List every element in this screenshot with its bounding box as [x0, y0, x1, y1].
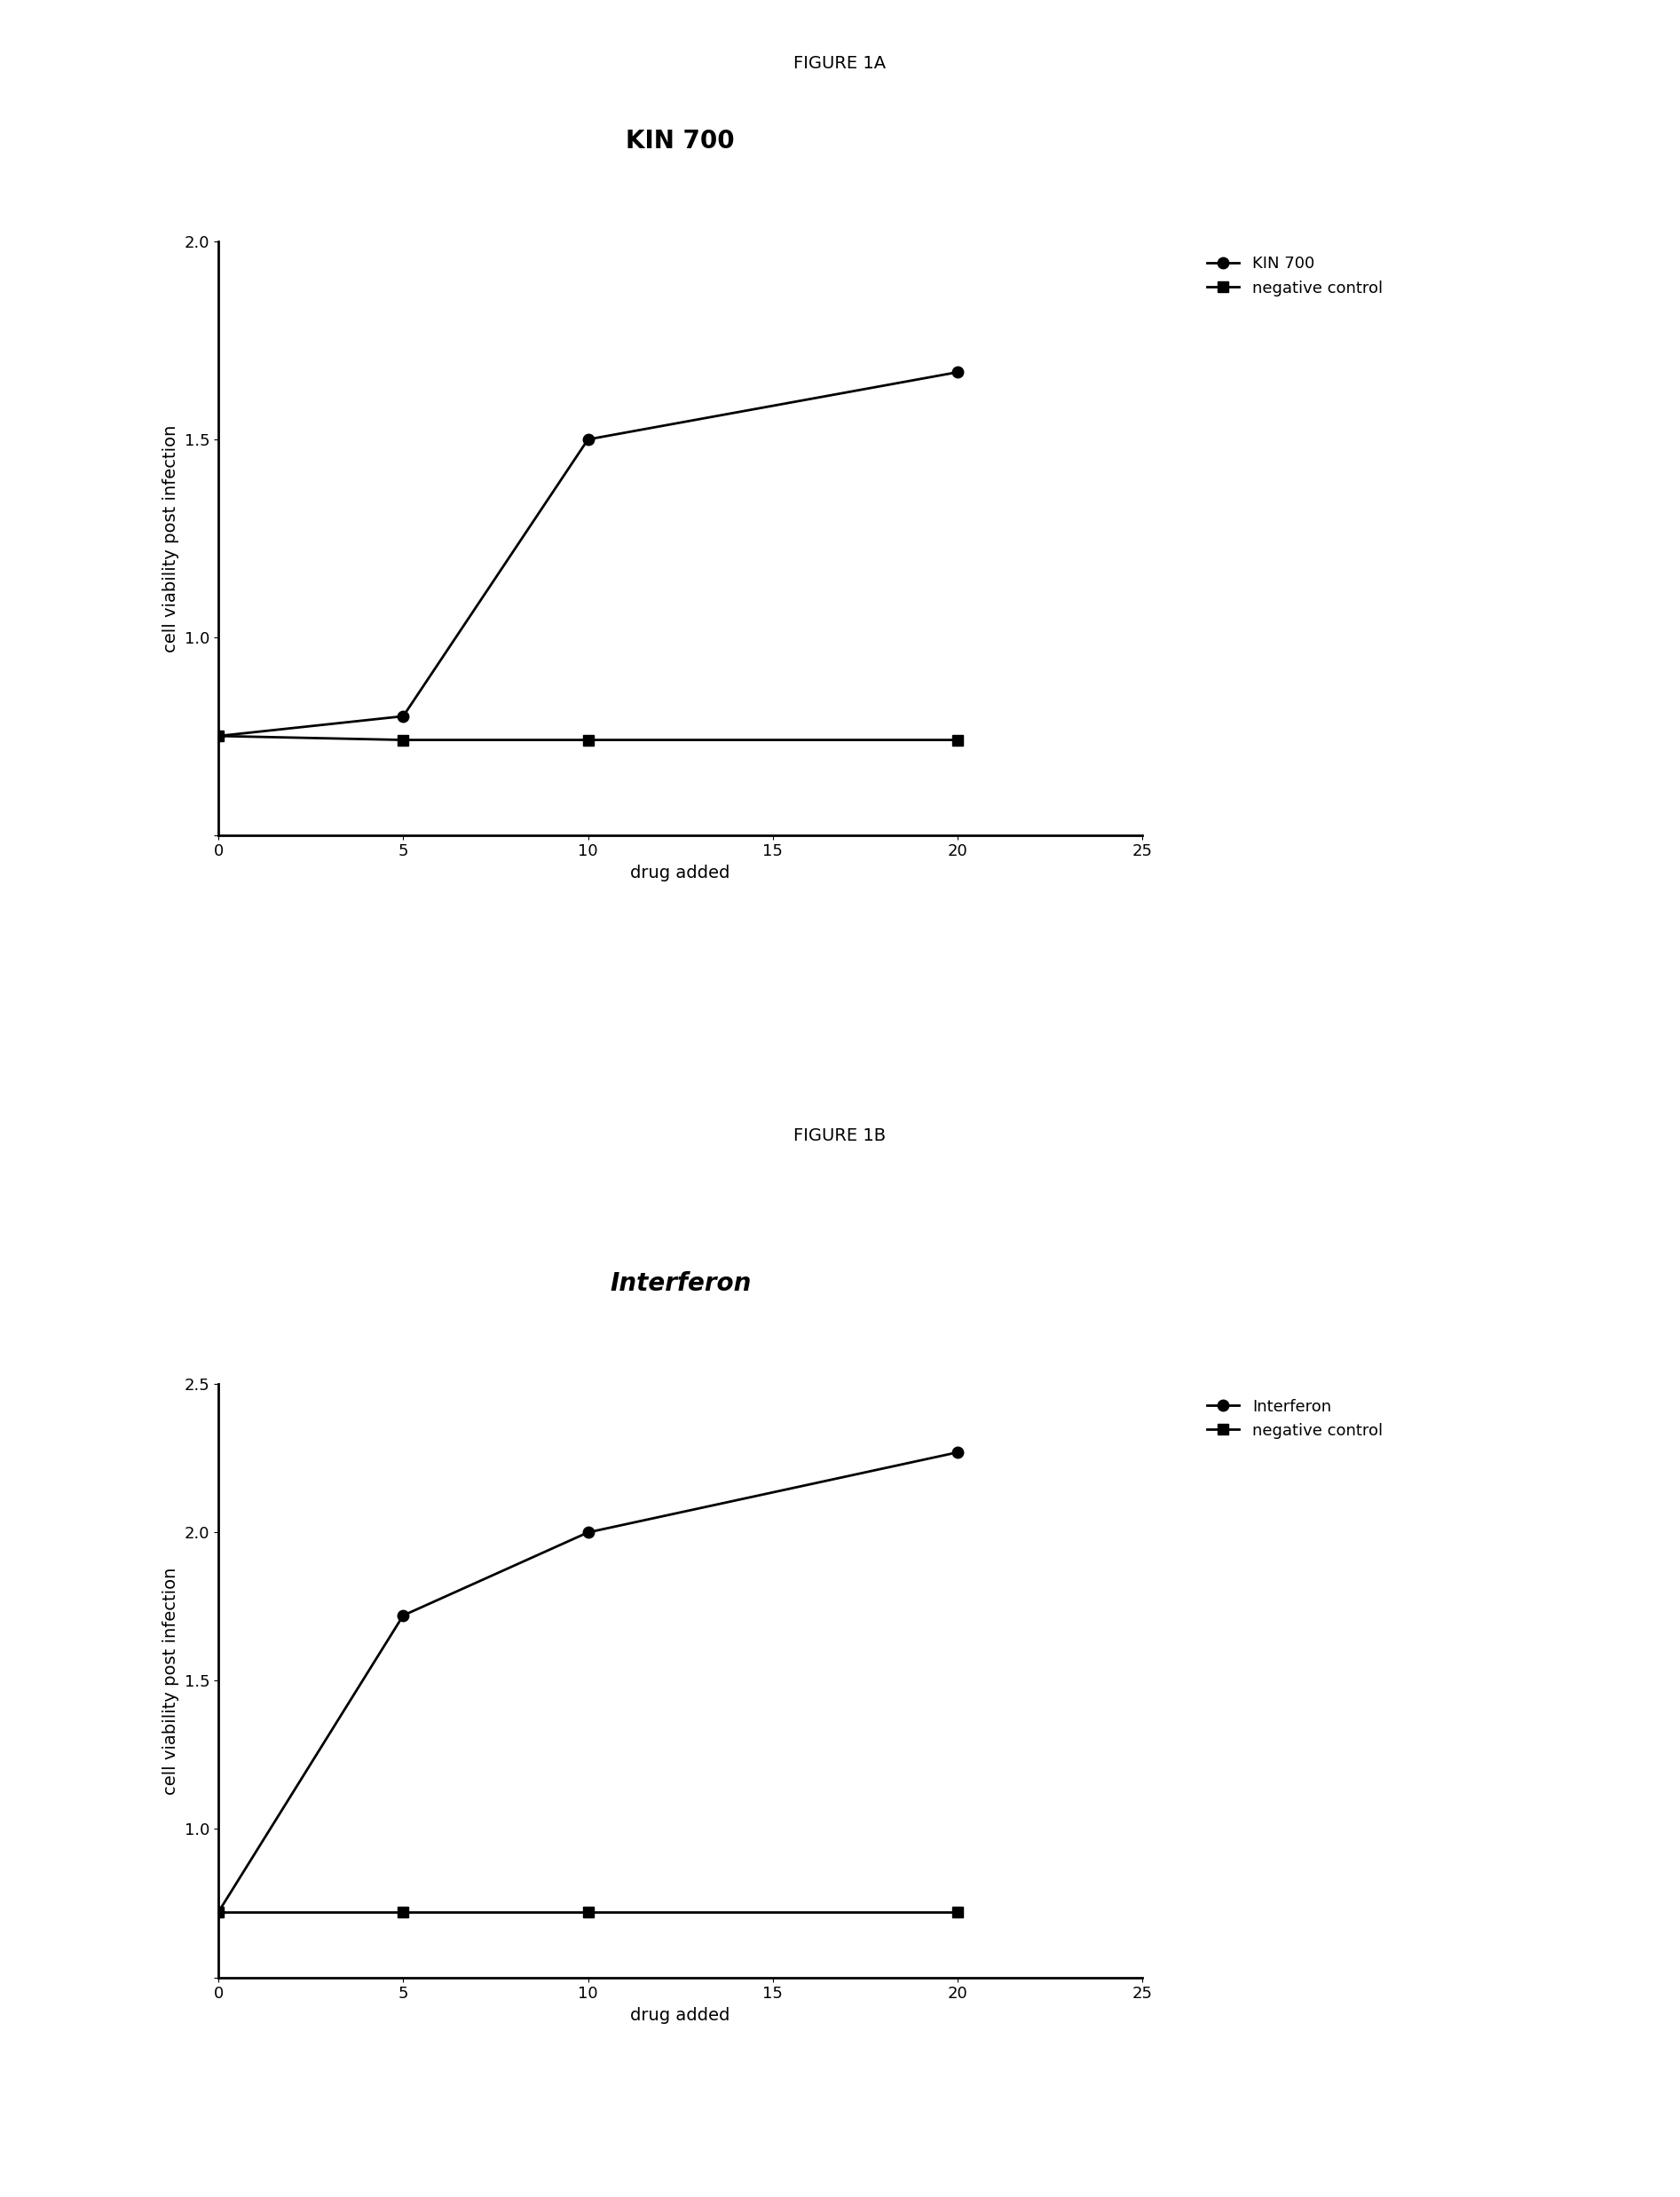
Y-axis label: cell viability post infection: cell viability post infection [163, 424, 180, 653]
Interferon [948, 1439, 968, 1465]
Interferon [393, 1602, 413, 1628]
negative control [578, 727, 598, 754]
negative control [578, 1898, 598, 1925]
Interferon [578, 1520, 598, 1547]
negative control [393, 1898, 413, 1925]
Legend: KIN 700, negative control: KIN 700, negative control [1201, 250, 1389, 303]
negative control [208, 723, 228, 749]
KIN 700 [208, 723, 228, 749]
Line: negative control: negative control [213, 1907, 963, 1918]
X-axis label: drug added: drug added [630, 863, 731, 881]
Text: FIGURE 1A: FIGURE 1A [793, 55, 887, 73]
KIN 700 [948, 358, 968, 384]
KIN 700 [578, 426, 598, 453]
Text: FIGURE 1B: FIGURE 1B [793, 1127, 887, 1145]
Text: KIN 700: KIN 700 [627, 130, 734, 154]
Line: negative control: negative control [213, 729, 963, 745]
negative control [948, 1898, 968, 1925]
KIN 700 [393, 703, 413, 729]
Text: Interferon: Interferon [610, 1272, 751, 1296]
Y-axis label: cell viability post infection: cell viability post infection [163, 1566, 180, 1795]
negative control [948, 727, 968, 754]
Legend: Interferon, negative control: Interferon, negative control [1201, 1393, 1389, 1446]
negative control [393, 727, 413, 754]
Interferon [208, 1898, 228, 1925]
Line: Interferon: Interferon [213, 1448, 963, 1918]
Line: KIN 700: KIN 700 [213, 367, 963, 743]
negative control [208, 1898, 228, 1925]
X-axis label: drug added: drug added [630, 2006, 731, 2023]
